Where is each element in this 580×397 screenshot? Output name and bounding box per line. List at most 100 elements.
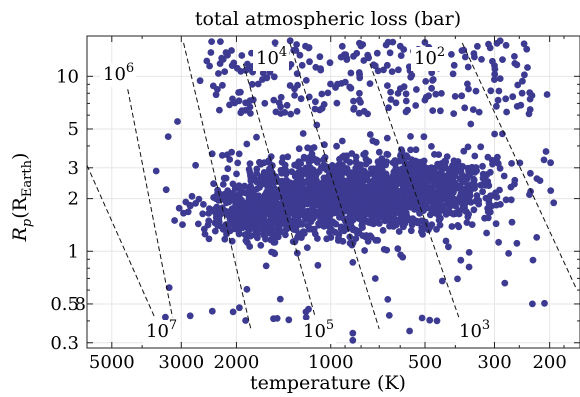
data-point bbox=[507, 196, 515, 204]
x-tick-label: 200 bbox=[532, 352, 566, 373]
data-point bbox=[380, 66, 387, 74]
data-point bbox=[219, 181, 227, 188]
data-point bbox=[234, 214, 242, 222]
data-point bbox=[281, 185, 289, 193]
data-point bbox=[541, 299, 548, 307]
data-point bbox=[511, 60, 519, 67]
data-point bbox=[388, 220, 395, 228]
data-point bbox=[363, 176, 371, 184]
data-point bbox=[465, 85, 472, 93]
data-point bbox=[511, 180, 518, 188]
data-point bbox=[450, 110, 458, 117]
data-point bbox=[438, 90, 445, 97]
data-point bbox=[450, 61, 458, 69]
data-point bbox=[184, 208, 192, 216]
data-point bbox=[416, 193, 423, 201]
data-point bbox=[295, 145, 303, 153]
data-point bbox=[226, 101, 233, 109]
data-point bbox=[164, 133, 172, 141]
data-point bbox=[349, 336, 357, 344]
data-point bbox=[380, 246, 388, 253]
data-point bbox=[279, 179, 287, 187]
data-point bbox=[212, 195, 220, 203]
data-point bbox=[322, 178, 329, 186]
data-point bbox=[175, 204, 183, 212]
data-point bbox=[261, 99, 269, 107]
data-point bbox=[206, 205, 213, 213]
data-point bbox=[473, 192, 481, 199]
data-point bbox=[496, 186, 503, 194]
data-point bbox=[284, 153, 292, 161]
data-point bbox=[518, 89, 526, 97]
data-point bbox=[238, 52, 246, 59]
data-point bbox=[457, 193, 465, 201]
x-tick-label: 5000 bbox=[89, 352, 135, 373]
contour-label-base: 10 bbox=[256, 48, 279, 69]
data-point bbox=[406, 327, 413, 335]
data-point bbox=[443, 153, 451, 161]
data-point bbox=[529, 300, 536, 308]
data-point bbox=[271, 227, 279, 235]
data-point bbox=[369, 137, 377, 145]
data-point bbox=[293, 41, 300, 48]
data-point bbox=[482, 182, 490, 189]
data-point bbox=[336, 187, 344, 194]
data-point bbox=[384, 296, 392, 303]
data-point bbox=[276, 295, 284, 303]
data-point bbox=[242, 317, 250, 324]
data-point bbox=[361, 247, 368, 254]
data-point bbox=[468, 163, 476, 171]
data-point bbox=[371, 275, 379, 282]
data-point bbox=[427, 175, 435, 182]
data-point bbox=[508, 160, 515, 167]
data-point bbox=[298, 61, 306, 69]
data-point bbox=[235, 97, 243, 105]
data-point bbox=[219, 81, 226, 89]
contour-label-base: 10 bbox=[146, 321, 169, 342]
data-point bbox=[235, 182, 243, 190]
data-point bbox=[500, 172, 508, 180]
data-point bbox=[326, 210, 334, 218]
y-tick-label: 10 bbox=[56, 66, 79, 87]
data-point bbox=[420, 133, 428, 141]
data-point bbox=[346, 158, 354, 166]
data-point bbox=[262, 210, 270, 218]
data-point bbox=[263, 199, 270, 207]
data-point bbox=[340, 215, 347, 222]
data-point bbox=[305, 44, 313, 52]
data-point bbox=[455, 223, 463, 231]
data-point bbox=[349, 170, 357, 177]
data-point bbox=[420, 225, 428, 233]
data-point bbox=[401, 179, 409, 187]
data-point bbox=[311, 171, 319, 179]
data-point bbox=[152, 167, 160, 175]
data-point bbox=[296, 51, 304, 59]
data-point bbox=[435, 216, 443, 224]
data-point bbox=[317, 66, 325, 74]
data-point bbox=[272, 173, 279, 180]
data-point bbox=[311, 105, 319, 113]
data-point bbox=[259, 69, 267, 77]
data-point bbox=[464, 63, 472, 71]
contour-label-background bbox=[253, 47, 289, 71]
data-point bbox=[318, 202, 326, 209]
data-point bbox=[312, 195, 319, 203]
data-point bbox=[409, 215, 417, 223]
data-point bbox=[248, 80, 256, 88]
data-point bbox=[261, 174, 269, 182]
data-point bbox=[268, 235, 276, 243]
data-point bbox=[463, 219, 471, 227]
data-point bbox=[370, 180, 377, 187]
data-point bbox=[286, 37, 294, 45]
data-point bbox=[196, 77, 204, 85]
data-point bbox=[439, 204, 447, 212]
data-point bbox=[502, 196, 510, 204]
contour-label-exponent: 3 bbox=[482, 318, 490, 333]
data-point bbox=[421, 39, 429, 46]
data-point bbox=[179, 221, 186, 229]
data-point bbox=[287, 110, 295, 118]
data-point bbox=[371, 62, 379, 70]
contour-label: 107 bbox=[146, 318, 177, 342]
data-points bbox=[152, 37, 558, 344]
data-point bbox=[511, 53, 518, 60]
